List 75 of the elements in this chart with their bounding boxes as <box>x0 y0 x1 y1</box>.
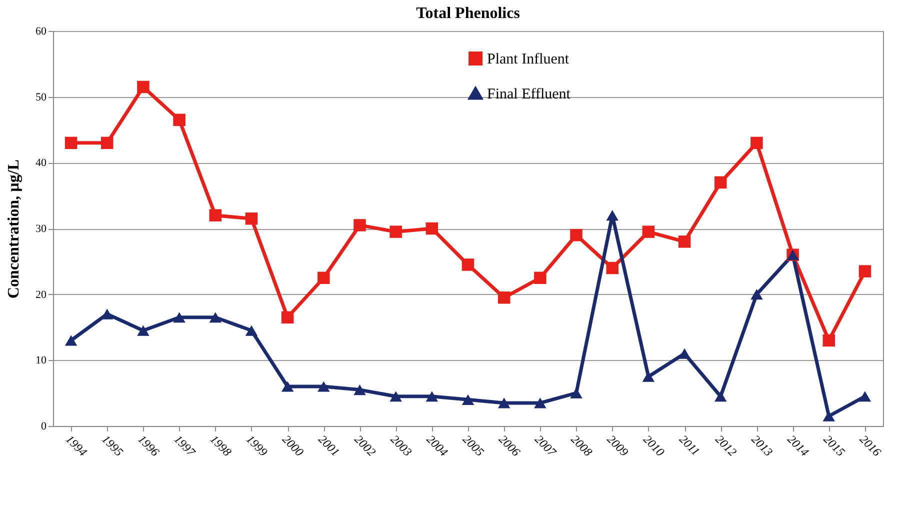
x-tick-label: 2008 <box>568 432 596 459</box>
point <box>354 384 366 396</box>
point <box>714 176 727 189</box>
x-tick-label: 2000 <box>280 432 306 459</box>
point <box>822 334 835 347</box>
point <box>858 391 872 402</box>
point <box>534 272 546 284</box>
y-tick-label: 30 <box>36 223 47 235</box>
point <box>426 222 438 235</box>
x-tick-label: 2011 <box>676 432 703 458</box>
point <box>534 398 546 408</box>
chart-title: Total Phenolics <box>416 5 520 22</box>
y-axis-title: Concentration, µg/L <box>6 160 22 298</box>
x-tick-label: 1996 <box>135 432 162 459</box>
point <box>498 292 510 304</box>
point <box>498 398 510 408</box>
y-tick-label: 60 <box>36 26 47 38</box>
point <box>822 410 835 422</box>
x-tick-label: 1998 <box>207 432 234 459</box>
point <box>137 325 150 336</box>
point <box>281 311 294 324</box>
x-tick-label: 2014 <box>784 432 812 459</box>
y-tick-label: 50 <box>36 91 47 104</box>
point <box>101 308 114 320</box>
point <box>642 226 655 238</box>
x-tick-label: 1997 <box>171 432 199 460</box>
point <box>606 262 618 274</box>
x-tick-label: 1995 <box>99 432 126 459</box>
point <box>354 219 366 232</box>
x-tick-label: 2009 <box>604 432 632 459</box>
x-tick-label: 1999 <box>243 432 270 459</box>
x-tick-label: 2004 <box>424 432 451 459</box>
point <box>462 394 474 405</box>
point <box>318 272 330 284</box>
point <box>642 371 655 382</box>
point <box>281 381 294 392</box>
point <box>714 391 727 402</box>
legend-label: Plant Influent <box>487 52 570 68</box>
y-tick-label: 20 <box>36 288 47 301</box>
x-tick-label: 2010 <box>640 432 668 459</box>
x-tick-label: 2003 <box>388 432 415 459</box>
point <box>64 335 78 346</box>
point <box>173 312 186 323</box>
y-tick-label: 10 <box>36 354 47 367</box>
legend-label: Final Effluent <box>487 86 572 102</box>
x-tick-label: 2005 <box>460 432 487 459</box>
x-tick-label: 2007 <box>532 432 560 460</box>
point <box>245 325 258 336</box>
point <box>173 114 186 126</box>
x-tick-label: 2016 <box>856 432 884 459</box>
y-tick-label: 0 <box>41 420 47 432</box>
point <box>750 289 763 300</box>
point <box>137 80 150 94</box>
point <box>570 228 582 242</box>
point <box>64 136 78 150</box>
point <box>101 136 114 150</box>
point <box>606 210 618 221</box>
point <box>570 388 582 398</box>
point <box>678 348 691 359</box>
point <box>858 265 872 278</box>
x-tick-label: 2015 <box>820 432 848 459</box>
x-tick-label: 2013 <box>748 432 776 459</box>
point <box>750 136 763 150</box>
x-tick-label: 1994 <box>63 432 90 459</box>
point <box>318 381 330 392</box>
point <box>426 391 438 402</box>
point <box>209 312 222 323</box>
point <box>678 236 691 248</box>
point <box>390 391 402 402</box>
y-tick-label: 40 <box>36 157 47 170</box>
point <box>245 212 258 225</box>
point <box>390 226 402 238</box>
point <box>462 258 474 271</box>
point <box>209 209 222 222</box>
x-tick-label: 2006 <box>496 432 523 459</box>
